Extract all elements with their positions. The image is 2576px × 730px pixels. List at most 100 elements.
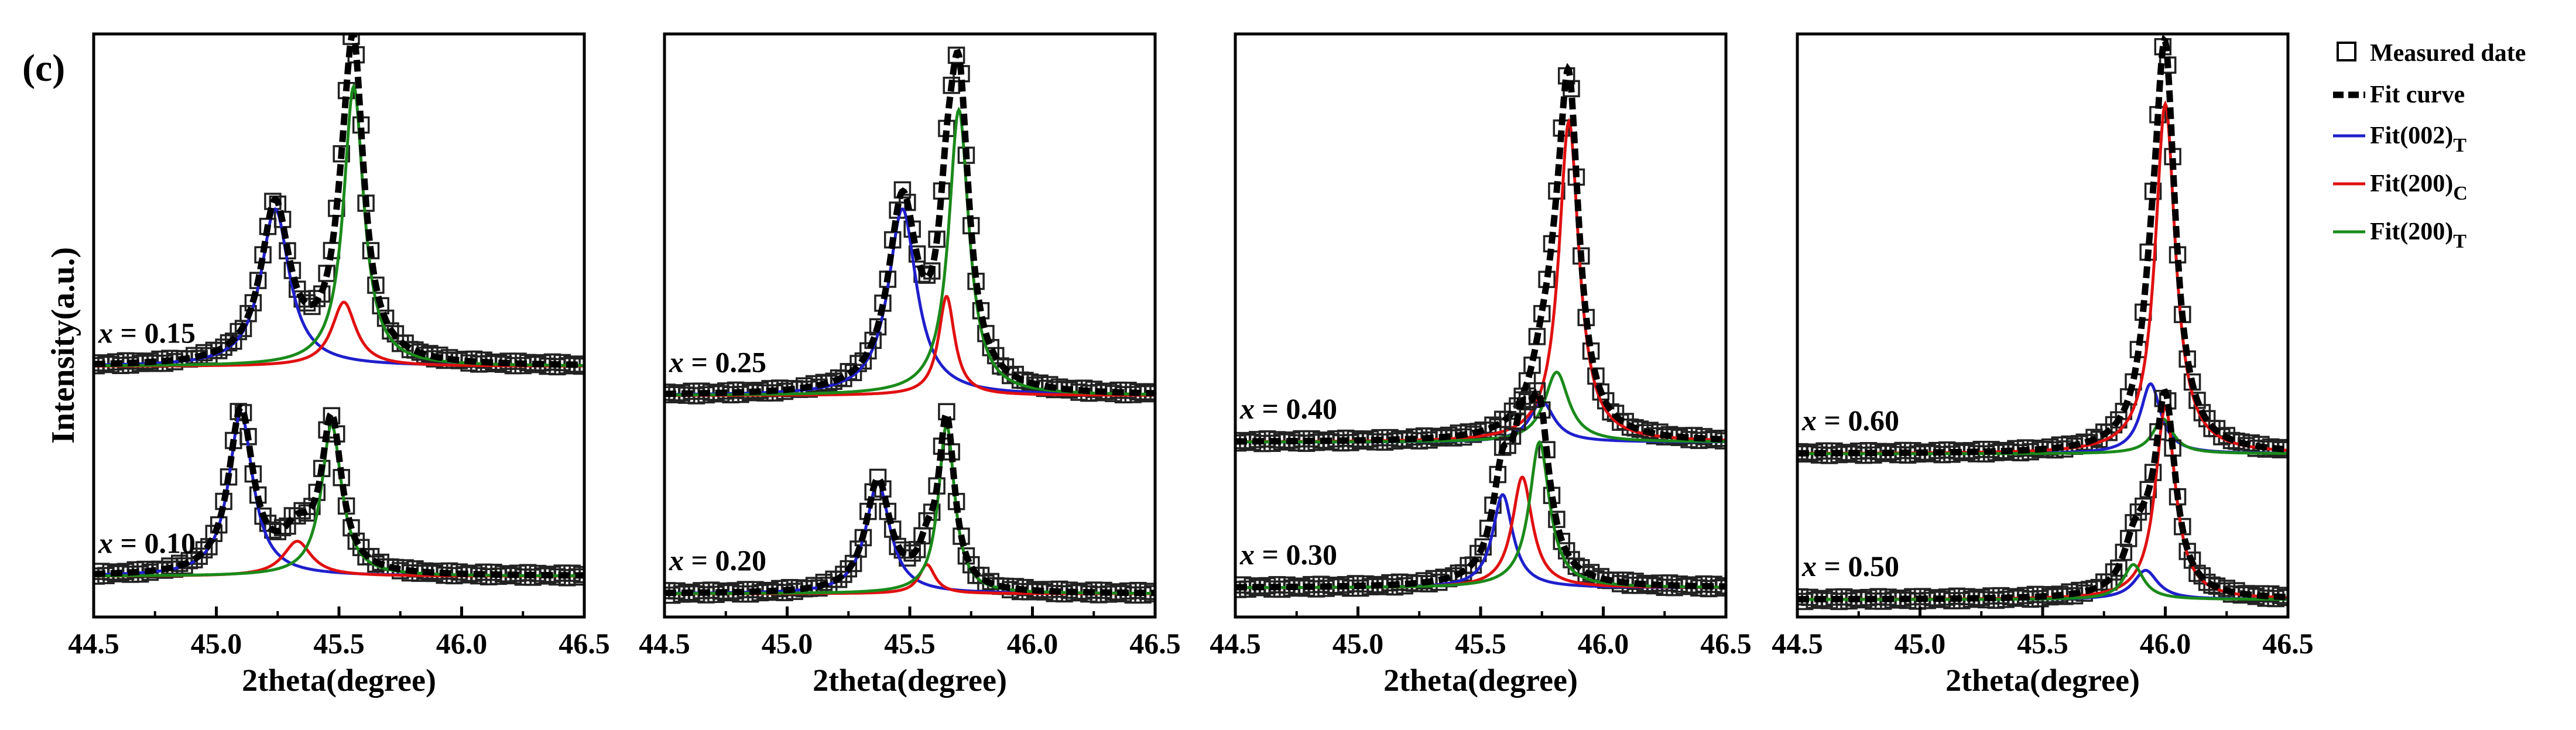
measured-point [293, 502, 311, 520]
trace-1-1 [94, 34, 584, 376]
measured-point [830, 571, 848, 588]
x-tick-label: 45.5 [884, 627, 936, 660]
panel-4: x = 0.60 x = 0.50 44.5 45.0 45.5 46.0 46.5 2the… [1772, 32, 2314, 698]
measured-point [2188, 564, 2206, 582]
measured-point [1548, 510, 1566, 528]
measured-point [908, 245, 926, 263]
measured-point [908, 541, 926, 558]
panel-1-curves [94, 34, 584, 587]
legend-label-fit: Fit curve [2370, 81, 2465, 108]
fit-c200-line [1797, 100, 2288, 455]
x-tick-label: 46.5 [1700, 627, 1752, 660]
measured-point [2129, 503, 2147, 521]
panel-4-curves [1797, 34, 2288, 611]
measured-point [308, 290, 326, 307]
legend-item-t200: Fit(200)T [2333, 218, 2467, 252]
legend-sub-t200: T [2453, 231, 2467, 252]
panel-1: x = 0.15 x = 0.10 44.5 45.0 45.5 46.0 46.5 2the… [68, 32, 610, 698]
x-tick-label: 44.5 [639, 627, 690, 660]
trace-label: x = 0.50 [1801, 550, 1899, 582]
trace-label: x = 0.15 [98, 317, 196, 349]
fit-t200-line [94, 423, 584, 578]
measured-point [367, 276, 385, 294]
measured-point [957, 146, 975, 164]
x-axis-label: 2theta(degree) [1945, 663, 2140, 698]
x-axis-label: 2theta(degree) [813, 663, 1007, 698]
fit-curve-line [1235, 388, 1726, 591]
x-tick-label: 44.5 [1772, 627, 1823, 660]
legend-item-measured: Measured date [2337, 40, 2526, 67]
measured-point [1557, 542, 1575, 560]
measured-point [2272, 587, 2288, 604]
measured-point [2105, 563, 2123, 581]
legend-item-fit: Fit curve [2333, 81, 2465, 108]
x-tick-label: 46.5 [559, 627, 610, 660]
legend-label-t200: Fit(200)T [2370, 218, 2467, 252]
fit-curve-line [1797, 34, 2288, 457]
measured-point [869, 468, 887, 486]
fit-curve-line [94, 403, 584, 579]
measured-point [2115, 543, 2133, 561]
trace-label: x = 0.40 [1239, 392, 1337, 425]
measured-point [225, 333, 242, 350]
legend-label-t002: Fit(002)T [2370, 122, 2467, 156]
measured-point [840, 560, 858, 578]
fit-curve-line [664, 49, 1155, 397]
x-tick-label: 45.0 [762, 627, 813, 660]
x-tick-label: 45.5 [2017, 627, 2068, 660]
panel-2: x = 0.25 x = 0.20 44.5 45.0 45.5 46.0 46.5 2the… [639, 32, 1181, 698]
x-tick-label: 46.0 [436, 627, 488, 660]
x-tick-label: 46.0 [1578, 627, 1629, 660]
legend-sub-c200: C [2453, 183, 2468, 204]
x-tick-label: 46.5 [1129, 627, 1181, 660]
x-tick-label: 45.0 [1895, 627, 1946, 660]
measured-point [835, 566, 852, 583]
x-tick-label: 46.0 [1007, 627, 1059, 660]
measured-point [918, 266, 936, 284]
measured-point [342, 34, 360, 45]
x-axis-label: 2theta(degree) [242, 663, 436, 698]
measured-point [947, 46, 965, 64]
trace-label: x = 0.25 [669, 346, 766, 379]
measured-point [362, 242, 380, 259]
measured-point [928, 230, 946, 248]
x-axis-label: 2theta(degree) [1383, 663, 1578, 698]
measured-point [289, 507, 306, 525]
measured-point [844, 364, 862, 382]
fit-curve-line [1235, 63, 1726, 445]
panel-2-curves [664, 46, 1155, 604]
measured-point [176, 557, 193, 575]
measured-point [854, 352, 872, 370]
measured-point [190, 547, 208, 565]
fit-t200-line [1797, 417, 2288, 455]
measured-point [279, 517, 296, 535]
trace-4-1 [1797, 34, 2288, 464]
legend-label-c200: Fit(200)C [2370, 170, 2468, 204]
x-tick-label: 45.5 [1455, 627, 1506, 660]
measured-point [1493, 438, 1512, 456]
panel-3-curves [1235, 63, 1726, 598]
fit-t200-line [1235, 371, 1726, 444]
plot-frame [663, 32, 1157, 619]
measured-point [1503, 402, 1522, 420]
x-tick-label: 46.0 [2140, 627, 2191, 660]
x-tick-label: 44.5 [68, 627, 119, 660]
trace-label: x = 0.10 [98, 526, 196, 559]
x-tick-label: 46.5 [2262, 627, 2314, 660]
x-tick-label: 45.5 [313, 627, 365, 660]
trace-4-2 [1797, 388, 2288, 611]
measured-point [195, 541, 213, 558]
fit-curve-line [94, 34, 584, 368]
trace-1-2 [94, 403, 584, 587]
x-tick-label: 45.0 [1332, 627, 1384, 660]
measured-point [2105, 416, 2123, 434]
plot-frame [1796, 32, 2290, 619]
fit-t002-line [664, 481, 1155, 595]
trace-label: x = 0.20 [669, 544, 766, 577]
panel-3: x = 0.40 x = 0.30 44.5 45.0 45.5 46.0 46.5 2the… [1210, 32, 1752, 698]
measured-point [2135, 497, 2152, 515]
measured-point [333, 145, 350, 163]
legend-square-marker [2337, 42, 2356, 61]
measured-point [1499, 437, 1516, 454]
y-axis-label: Intensity(a.u.) [45, 247, 81, 444]
